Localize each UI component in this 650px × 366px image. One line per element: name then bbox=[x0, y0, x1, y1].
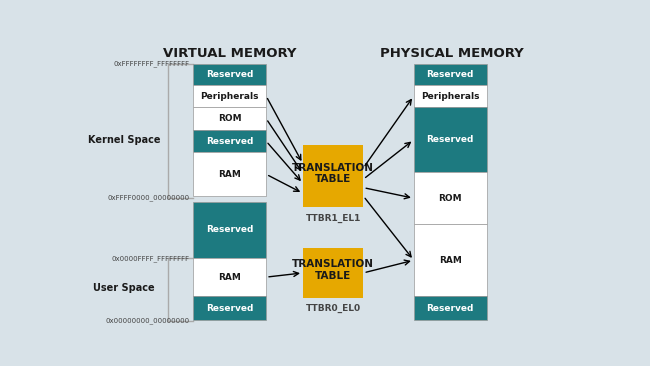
Text: Peripherals: Peripherals bbox=[421, 92, 480, 101]
Text: User Space: User Space bbox=[93, 283, 155, 293]
Text: RAM: RAM bbox=[439, 256, 462, 265]
Text: Reserved: Reserved bbox=[206, 225, 254, 234]
Text: RAM: RAM bbox=[218, 273, 241, 281]
Text: 0x0000FFFF_FFFFFFFF: 0x0000FFFF_FFFFFFFF bbox=[111, 255, 190, 262]
Text: Reserved: Reserved bbox=[426, 70, 474, 79]
Text: PHYSICAL MEMORY: PHYSICAL MEMORY bbox=[380, 47, 523, 60]
Text: TRANSLATION
TABLE: TRANSLATION TABLE bbox=[292, 163, 374, 184]
Text: 0x00000000_00000000: 0x00000000_00000000 bbox=[105, 317, 190, 324]
Text: 0xFFFFFFFF_FFFFFFFF: 0xFFFFFFFF_FFFFFFFF bbox=[114, 60, 190, 67]
Bar bbox=[303, 145, 363, 208]
Text: TTBR0_EL0: TTBR0_EL0 bbox=[306, 304, 361, 313]
Text: TTBR1_EL1: TTBR1_EL1 bbox=[306, 214, 361, 223]
Bar bbox=[303, 248, 363, 298]
Bar bbox=[193, 64, 266, 85]
Bar bbox=[414, 64, 487, 85]
Bar bbox=[193, 296, 266, 320]
Bar bbox=[414, 85, 487, 107]
Bar bbox=[414, 172, 487, 224]
Text: Reserved: Reserved bbox=[426, 304, 474, 313]
Bar bbox=[193, 202, 266, 258]
Text: 0xFFFF0000_00000000: 0xFFFF0000_00000000 bbox=[107, 194, 190, 201]
Bar bbox=[193, 152, 266, 196]
Text: Reserved: Reserved bbox=[206, 137, 254, 146]
Text: Reserved: Reserved bbox=[206, 304, 254, 313]
Text: VIRTUAL MEMORY: VIRTUAL MEMORY bbox=[163, 47, 296, 60]
Text: ROM: ROM bbox=[218, 114, 241, 123]
Text: Reserved: Reserved bbox=[206, 70, 254, 79]
Text: Reserved: Reserved bbox=[426, 135, 474, 144]
Text: ROM: ROM bbox=[439, 194, 462, 203]
Text: TRANSLATION
TABLE: TRANSLATION TABLE bbox=[292, 259, 374, 281]
Text: RAM: RAM bbox=[218, 170, 241, 179]
Text: Peripherals: Peripherals bbox=[200, 92, 259, 101]
Bar bbox=[193, 85, 266, 107]
Bar bbox=[193, 107, 266, 130]
Bar bbox=[414, 224, 487, 296]
Text: Kernel Space: Kernel Space bbox=[88, 135, 161, 145]
Bar bbox=[193, 130, 266, 152]
Bar bbox=[414, 107, 487, 172]
Bar bbox=[414, 296, 487, 320]
Bar bbox=[193, 258, 266, 296]
